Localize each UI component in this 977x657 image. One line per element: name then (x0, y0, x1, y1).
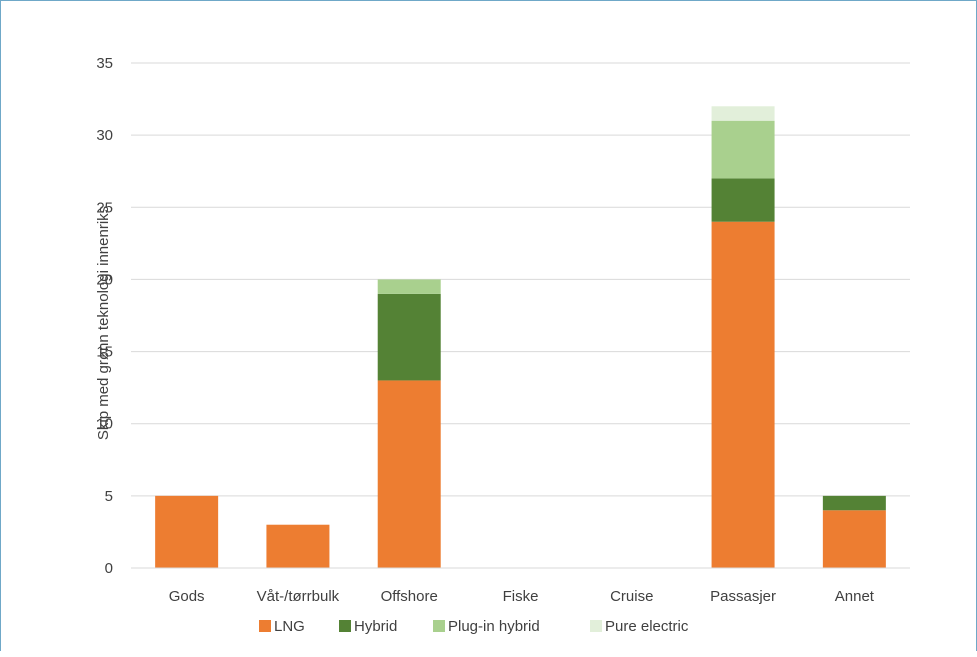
x-tick-label: Gods (169, 588, 205, 605)
bars (155, 106, 886, 568)
legend-swatch (433, 620, 445, 632)
y-tick-label: 25 (96, 199, 113, 216)
y-tick-label: 5 (105, 488, 113, 505)
bar-lng (266, 524, 330, 568)
x-tick-label: Offshore (381, 588, 438, 605)
y-tick-label: 20 (96, 271, 113, 288)
gridlines (131, 62, 910, 497)
legend-swatch (259, 620, 271, 632)
bar-lng (711, 221, 775, 568)
x-tick-label: Fiske (503, 588, 539, 605)
y-axis-label: Skip med grønn teknologi innenriks (95, 206, 112, 440)
x-tick-label: Passasjer (710, 588, 776, 605)
legend-label: Plug-in hybrid (448, 618, 540, 635)
bar-lng (155, 495, 219, 568)
bar-lng (377, 380, 441, 568)
x-axis-tick-labels: Gods Våt-/tørrbulk Offshore Fiske Cruise Pass… (169, 588, 875, 605)
y-tick-label: 0 (105, 560, 113, 577)
bar-lng (822, 510, 886, 568)
y-tick-label: 35 (96, 55, 113, 72)
x-tick-label: Cruise (610, 588, 653, 605)
legend-swatch (590, 620, 602, 632)
legend-label: Hybrid (354, 618, 397, 635)
legend-label: LNG (274, 618, 305, 635)
bar-plug-in-hybrid (711, 120, 775, 179)
legend-swatch (339, 620, 351, 632)
y-axis-tick-labels: 0 5 10 15 20 25 30 35 (96, 55, 113, 577)
x-tick-label: Annet (835, 588, 875, 605)
bar-hybrid (377, 293, 441, 381)
bar-pure-electric (711, 106, 775, 121)
bar-plug-in-hybrid (377, 279, 441, 294)
bar-hybrid (711, 178, 775, 222)
y-tick-label: 15 (96, 344, 113, 361)
y-tick-label: 10 (96, 416, 113, 433)
bar-hybrid (822, 495, 886, 511)
legend-label: Pure electric (605, 618, 689, 635)
y-tick-label: 30 (96, 127, 113, 144)
x-tick-label: Våt-/tørrbulk (257, 588, 340, 605)
legend: LNG Hybrid Plug-in hybrid Pure electric (259, 618, 689, 635)
